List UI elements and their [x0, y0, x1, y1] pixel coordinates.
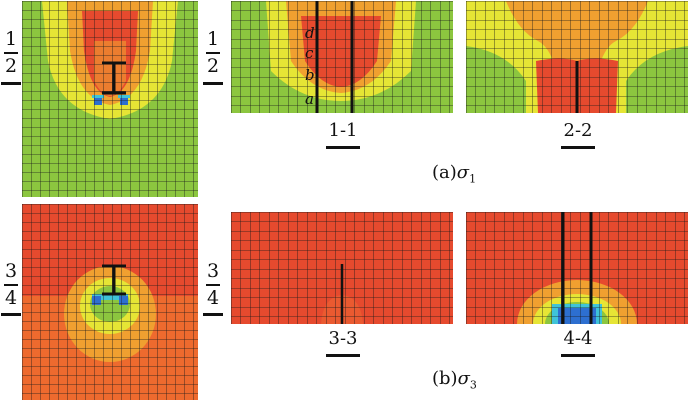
section-3-3-contour	[231, 212, 453, 324]
sigma3-caption: (b)σ3	[432, 370, 477, 391]
section-4-4-contour	[466, 212, 688, 324]
section-4-4-label: 4-4	[551, 330, 605, 357]
section-1-1-text: 1-1	[328, 120, 358, 141]
sigma3-mid-marker-tick	[203, 313, 223, 316]
sigma3-caption-sub: 3	[469, 378, 477, 392]
sigma1-caption-prefix: (a)	[432, 162, 457, 183]
section-2-2-text: 2-2	[563, 120, 593, 141]
section-3-3-text: 3-3	[328, 328, 358, 349]
fraction-numerator: 1	[206, 28, 220, 50]
fraction-denominator: 2	[206, 55, 220, 77]
fraction-denominator: 2	[4, 55, 18, 77]
sigma1-left-fraction-marker: 1 2	[0, 30, 22, 76]
sigma1-mid-fraction-marker: 1 2	[202, 30, 224, 76]
sigma1-caption-symbol: σ	[456, 162, 470, 183]
section-1-1-contour	[231, 1, 453, 113]
sigma1-caption: (a)σ1	[432, 164, 476, 185]
sigma1-mid-marker-tick	[203, 82, 223, 85]
sigma3-caption-symbol: σ	[457, 368, 470, 389]
section-3-3-label: 3-3	[316, 330, 370, 357]
sigma3-full-model-contour	[22, 204, 198, 400]
fraction-numerator: 3	[206, 260, 220, 282]
point-a-label: a	[305, 90, 314, 108]
point-c-label: c	[305, 44, 314, 62]
sigma1-full-model-contour	[22, 1, 198, 197]
section-2-2-contour	[466, 1, 688, 113]
fraction-numerator: 3	[4, 260, 18, 282]
sigma3-mid-fraction-marker: 3 4	[202, 262, 224, 308]
sigma1-left-marker-tick	[1, 82, 21, 85]
fraction-numerator: 1	[4, 28, 18, 50]
sigma3-caption-prefix: (b)	[432, 368, 458, 389]
fraction-denominator: 4	[4, 287, 18, 309]
section-1-1-label: 1-1	[316, 122, 370, 149]
sigma1-caption-sub: 1	[469, 172, 477, 186]
sigma3-left-marker-tick	[1, 313, 21, 316]
section-4-4-text: 4-4	[563, 328, 593, 349]
section-2-2-label: 2-2	[551, 122, 605, 149]
point-d-label: d	[305, 24, 315, 42]
sigma3-left-fraction-marker: 3 4	[0, 262, 22, 308]
fraction-denominator: 4	[206, 287, 220, 309]
point-b-label: b	[305, 66, 315, 84]
